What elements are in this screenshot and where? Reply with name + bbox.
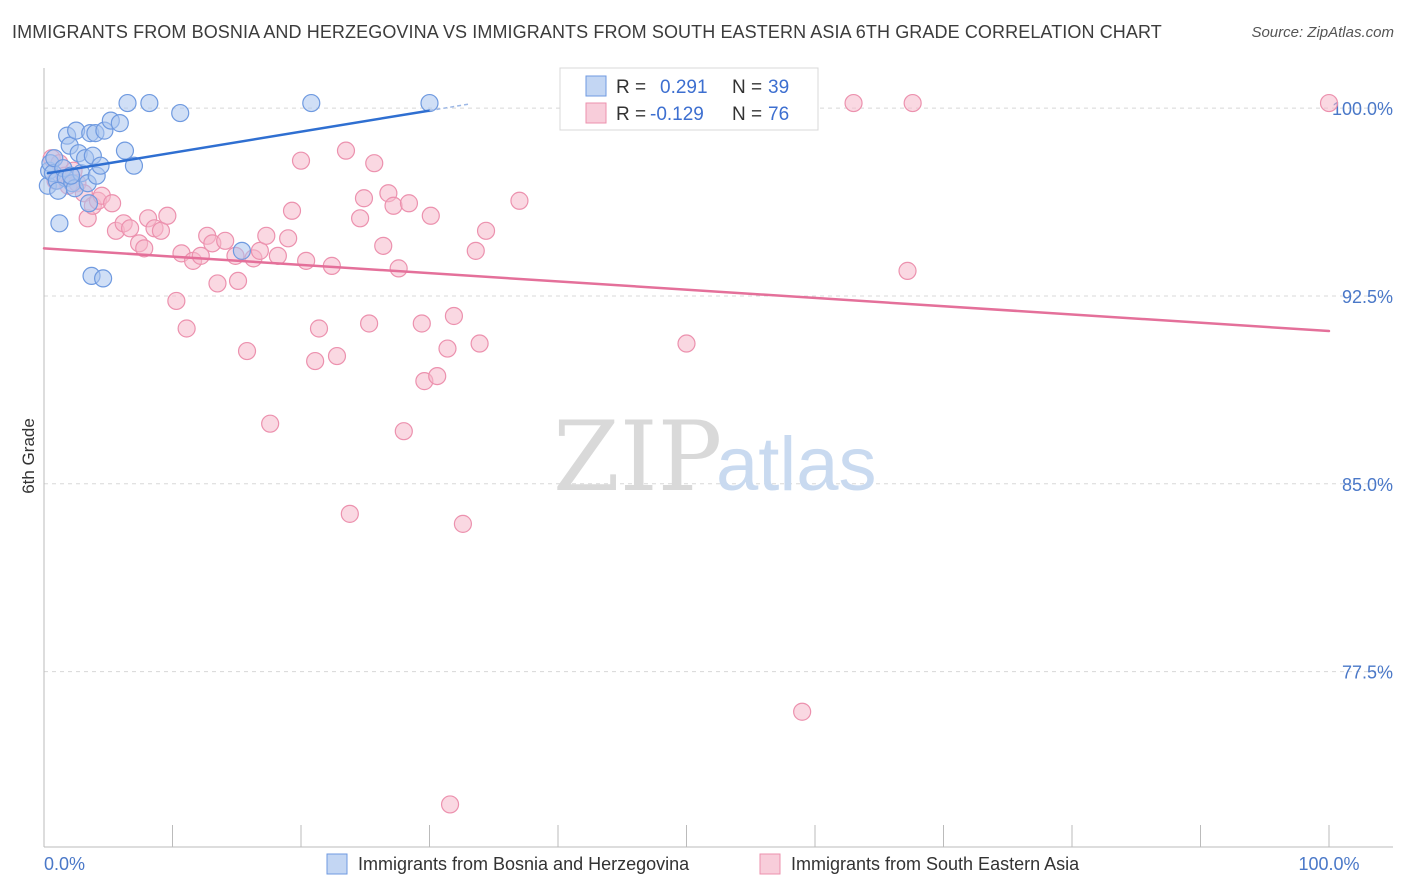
legend-n-label-pink: N = (732, 104, 762, 125)
legend-swatch-pink (585, 102, 607, 124)
chart-title: IMMIGRANTS FROM BOSNIA AND HERZEGOVINA V… (12, 22, 1162, 42)
data-point-pink (291, 151, 311, 170)
data-point-pink (476, 221, 496, 240)
data-point-pink (177, 319, 196, 338)
data-point-pink (440, 795, 460, 814)
data-point-pink (306, 351, 325, 371)
data-point-blue (94, 269, 113, 288)
legend-r-label-blue: R = (616, 77, 646, 98)
data-point-pink (438, 339, 457, 358)
data-point-pink (1319, 93, 1339, 113)
data-point-pink (898, 261, 917, 280)
data-point-pink (208, 274, 227, 293)
data-point-pink (412, 314, 431, 333)
data-point-blue (171, 103, 190, 123)
data-point-blue (124, 156, 144, 175)
trend-lines (42, 103, 1331, 333)
data-point-blue (420, 93, 439, 113)
legend-n-value-blue: 39 (768, 77, 789, 98)
data-point-pink (365, 154, 384, 173)
data-point-pink (340, 504, 359, 523)
data-point-pink (327, 346, 347, 366)
data-point-pink (237, 341, 257, 361)
series-legend: Immigrants from Bosnia and Herzegovina I… (326, 853, 1080, 875)
data-point-blue (118, 93, 137, 113)
axes (43, 68, 1393, 848)
data-point-pink (394, 422, 413, 441)
data-point-pink (103, 194, 122, 213)
data-point-pink (120, 219, 140, 238)
data-point-blue (50, 214, 69, 233)
data-point-pink (374, 236, 393, 255)
data-point-pink (677, 334, 696, 353)
data-point-pink (384, 196, 403, 215)
data-point-pink (453, 514, 473, 533)
series-legend-swatch-blue (326, 853, 348, 875)
data-point-pink (167, 291, 186, 311)
x-tick-labels: 0.0% 100.0% (43, 825, 1360, 874)
legend-r-label-pink: R = (616, 104, 646, 125)
data-point-pink (250, 241, 269, 260)
data-point-pink (844, 93, 863, 113)
legend-swatch-blue (585, 75, 607, 97)
grid-lines (44, 107, 1393, 673)
stats-legend: R = 0.291 N = 39 R = -0.129 N = 76 (559, 67, 819, 131)
trend-line-blue (46, 109, 431, 175)
data-point-pink (421, 206, 440, 225)
data-point-blue (115, 141, 135, 160)
legend-r-value-blue: 0.291 (660, 77, 708, 98)
data-point-pink (470, 334, 489, 353)
y-tick-label: 77.5% (1342, 663, 1393, 683)
series-legend-label-blue: Immigrants from Bosnia and Herzegovina (358, 854, 690, 874)
series-legend-label-pink: Immigrants from South Eastern Asia (791, 854, 1080, 874)
data-point-blue (79, 194, 99, 213)
data-point-pink (466, 241, 485, 260)
watermark-atlas: atlas (716, 422, 877, 507)
data-point-pink (191, 246, 210, 265)
x-tick-label: 100.0% (1298, 854, 1359, 874)
data-point-pink (399, 194, 419, 213)
data-point-pink (336, 141, 356, 160)
legend-n-label-blue: N = (732, 77, 762, 98)
legend-r-value-pink: -0.129 (650, 104, 704, 125)
data-point-pink (309, 319, 329, 338)
data-point-pink (158, 206, 177, 225)
data-point-pink (793, 702, 812, 721)
y-tick-label: 92.5% (1342, 287, 1393, 307)
data-point-blue (302, 93, 321, 113)
data-point-pink (444, 306, 464, 326)
data-point-blue (110, 114, 129, 133)
watermark: ZIP atlas (553, 401, 877, 513)
watermark-zip: ZIP (553, 401, 722, 513)
data-point-pink (351, 209, 370, 228)
data-point-blue (140, 93, 159, 113)
data-point-pink (216, 231, 235, 250)
data-point-pink (228, 271, 248, 291)
chart-source: Source: ZipAtlas.com (1251, 24, 1394, 41)
data-point-pink (151, 221, 171, 240)
data-point-pink (257, 226, 276, 245)
x-tick-label: 0.0% (44, 854, 85, 874)
y-tick-label: 85.0% (1342, 475, 1393, 495)
data-point-blue (61, 166, 81, 185)
series-legend-swatch-pink (759, 853, 781, 875)
data-point-pink (282, 201, 302, 220)
data-point-pink (510, 191, 529, 210)
data-point-pink (354, 189, 374, 208)
data-point-pink (903, 93, 922, 113)
data-point-pink (261, 414, 280, 433)
data-point-blue (232, 241, 251, 260)
data-point-blue (49, 181, 68, 200)
y-axis-title: 6th Grade (19, 418, 38, 494)
legend-n-value-pink: 76 (768, 104, 789, 125)
trend-line-pink (42, 247, 1331, 333)
data-point-pink (428, 366, 447, 386)
data-point-pink (279, 229, 298, 248)
data-point-pink (360, 314, 379, 333)
data-point-pink (135, 239, 154, 258)
y-tick-labels: 100.0% 92.5% 85.0% 77.5% (1332, 99, 1393, 683)
data-point-pink (389, 259, 408, 278)
y-tick-label: 100.0% (1332, 99, 1393, 119)
